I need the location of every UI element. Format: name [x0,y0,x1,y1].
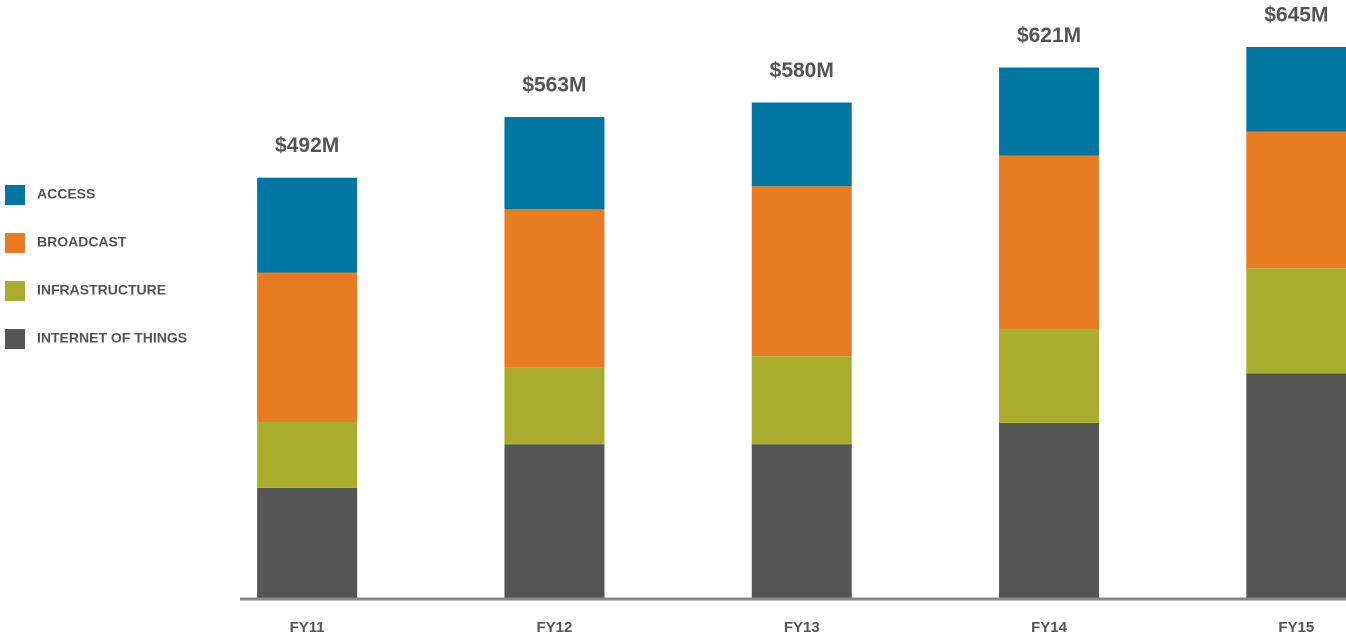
x-tick-label: FY12 [537,619,573,636]
bar-segment [751,186,852,357]
total-label: $645M [1264,4,1328,27]
bar-segment [999,422,1100,598]
bar-segment [257,272,358,423]
bar-segment [504,444,605,598]
total-label: $563M [522,74,586,97]
bar-segment [1246,46,1346,132]
x-tick-label: FY13 [784,619,820,636]
legend-swatch [5,281,25,301]
bar-segment [999,155,1100,330]
bar-segment [257,422,358,488]
legend-label: BROADCAST [37,234,127,250]
bar-segment [1246,373,1346,598]
bar-segment [1246,268,1346,374]
bar-segment [751,444,852,598]
total-label: $580M [770,59,834,82]
legend-swatch [5,185,25,205]
bar-segment [999,329,1100,423]
bar-segment [504,117,605,210]
legend-label: INTERNET OF THINGS [37,330,187,346]
bar-segment [1246,131,1346,269]
legend-swatch [5,329,25,349]
total-label: $492M [275,134,339,157]
x-tick-label: FY15 [1278,619,1314,636]
legend-label: ACCESS [37,186,95,202]
bar-segment [504,367,605,445]
legend-label: INFRASTRUCTURE [37,282,166,298]
x-tick-label: FY14 [1031,619,1068,636]
bar-segment [751,102,852,187]
bar-segment [504,209,605,368]
bar-segment [257,487,358,598]
legend-swatch [5,233,25,253]
total-label: $621M [1017,24,1081,47]
x-tick-label: FY11 [290,619,325,636]
bar-segment [257,177,358,273]
bar-segment [999,67,1100,156]
bar-segment [751,356,852,445]
